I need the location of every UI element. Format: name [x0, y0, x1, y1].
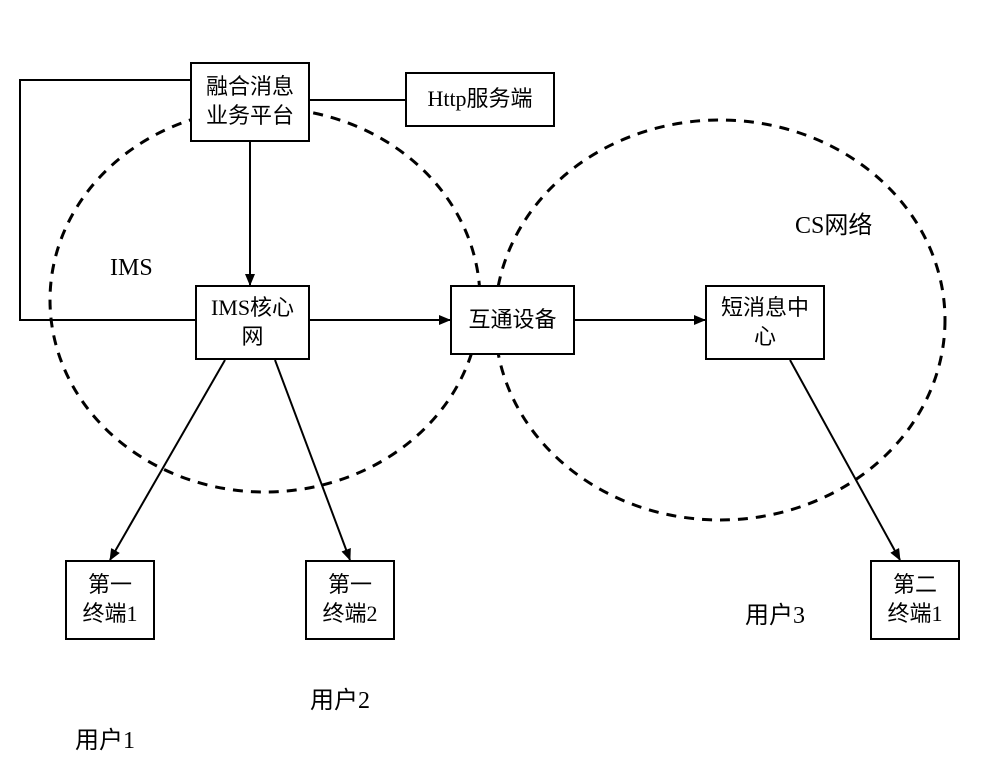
label-user1-text: 用户1	[75, 728, 135, 754]
node-interop-label: 互通设备	[468, 306, 556, 335]
node-terminal-1-1-label: 第一 终端1	[82, 571, 137, 628]
node-ims-core-label: IMS核心 网	[211, 294, 294, 351]
node-interop: 互通设备	[450, 285, 575, 355]
edge-ims_core_br-term1_2_top	[275, 360, 350, 560]
label-user-2: 用户2	[310, 680, 370, 715]
node-terminal-1-2-label: 第一 终端2	[322, 571, 377, 628]
node-smsc-label: 短消息中 心	[721, 294, 809, 351]
label-user2-text: 用户2	[310, 688, 370, 714]
label-user-3: 用户3	[745, 595, 805, 630]
edge-smsc_br-term2_1_top	[790, 360, 900, 560]
node-terminal-2-1: 第二 终端1	[870, 560, 960, 640]
label-user-1: 用户1	[75, 720, 135, 755]
node-smsc: 短消息中 心	[705, 285, 825, 360]
edge-platform_to_ims_core_outer	[20, 80, 195, 320]
node-platform: 融合消息 业务平台	[190, 62, 310, 142]
node-http-label: Http服务端	[427, 85, 532, 114]
label-ims: IMS	[110, 255, 153, 282]
diagram-canvas: { "style": { "background_color": "#fffff…	[0, 0, 1000, 772]
label-cs-text: CS网络	[795, 213, 872, 239]
label-cs-network: CS网络	[795, 205, 872, 240]
node-http-server: Http服务端	[405, 72, 555, 127]
node-terminal-1-2: 第一 终端2	[305, 560, 395, 640]
node-terminal-2-1-label: 第二 终端1	[887, 571, 942, 628]
label-user3-text: 用户3	[745, 603, 805, 629]
node-terminal-1-1: 第一 终端1	[65, 560, 155, 640]
node-platform-label: 融合消息 业务平台	[206, 73, 294, 130]
node-ims-core: IMS核心 网	[195, 285, 310, 360]
edge-ims_core_bl-term1_1_top	[110, 360, 225, 560]
label-ims-text: IMS	[110, 255, 153, 281]
